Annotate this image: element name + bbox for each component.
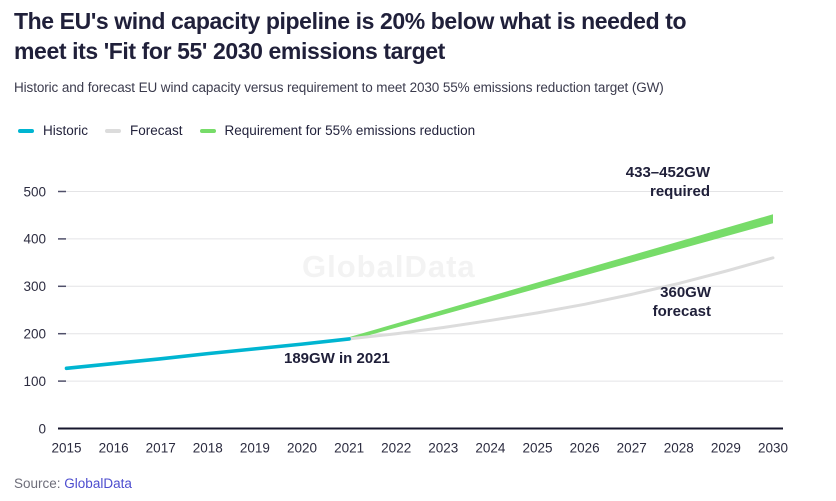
svg-text:2030: 2030 (758, 441, 788, 456)
svg-text:2022: 2022 (381, 441, 411, 456)
svg-text:2017: 2017 (146, 441, 176, 456)
svg-text:2026: 2026 (570, 441, 600, 456)
source-label: Source: (14, 476, 61, 491)
legend-label-requirement: Requirement for 55% emissions reduction (224, 123, 476, 138)
svg-text:400: 400 (23, 232, 46, 247)
svg-text:2021: 2021 (334, 441, 364, 456)
annotation-required: 433–452GW required (625, 164, 710, 200)
svg-text:2029: 2029 (711, 441, 741, 456)
svg-text:2020: 2020 (287, 441, 317, 456)
svg-text:200: 200 (23, 327, 46, 342)
svg-text:2018: 2018 (193, 441, 223, 456)
svg-text:2015: 2015 (51, 441, 81, 456)
annotation-historic: 189GW in 2021 (284, 350, 390, 367)
source-link[interactable]: GlobalData (64, 476, 132, 491)
svg-text:500: 500 (23, 184, 46, 199)
legend-item-requirement: Requirement for 55% emissions reduction (199, 123, 476, 138)
page-title: The EU's wind capacity pipeline is 20% b… (14, 8, 687, 65)
legend-item-forecast: Forecast (105, 123, 183, 138)
legend-swatch-forecast-icon (105, 128, 122, 133)
watermark: GlobalData (302, 249, 476, 284)
legend: Historic Forecast Requirement for 55% em… (18, 123, 475, 138)
legend-swatch-requirement-icon (199, 128, 216, 133)
svg-text:2019: 2019 (240, 441, 270, 456)
chart-subtitle: Historic and forecast EU wind capacity v… (14, 80, 664, 95)
source-line: Source: GlobalData (14, 476, 132, 491)
svg-text:2016: 2016 (99, 441, 129, 456)
legend-swatch-historic-icon (18, 128, 34, 133)
svg-text:300: 300 (23, 279, 46, 294)
svg-text:2027: 2027 (617, 441, 647, 456)
svg-text:100: 100 (23, 374, 46, 389)
legend-label-historic: Historic (43, 123, 89, 138)
svg-text:2028: 2028 (664, 441, 694, 456)
annotation-forecast: 360GW forecast (652, 284, 711, 320)
svg-text:0: 0 (38, 421, 46, 436)
legend-item-historic: Historic (18, 123, 88, 138)
svg-text:2023: 2023 (428, 441, 458, 456)
svg-text:2025: 2025 (522, 441, 552, 456)
svg-text:2024: 2024 (475, 441, 506, 456)
legend-label-forecast: Forecast (130, 123, 183, 138)
